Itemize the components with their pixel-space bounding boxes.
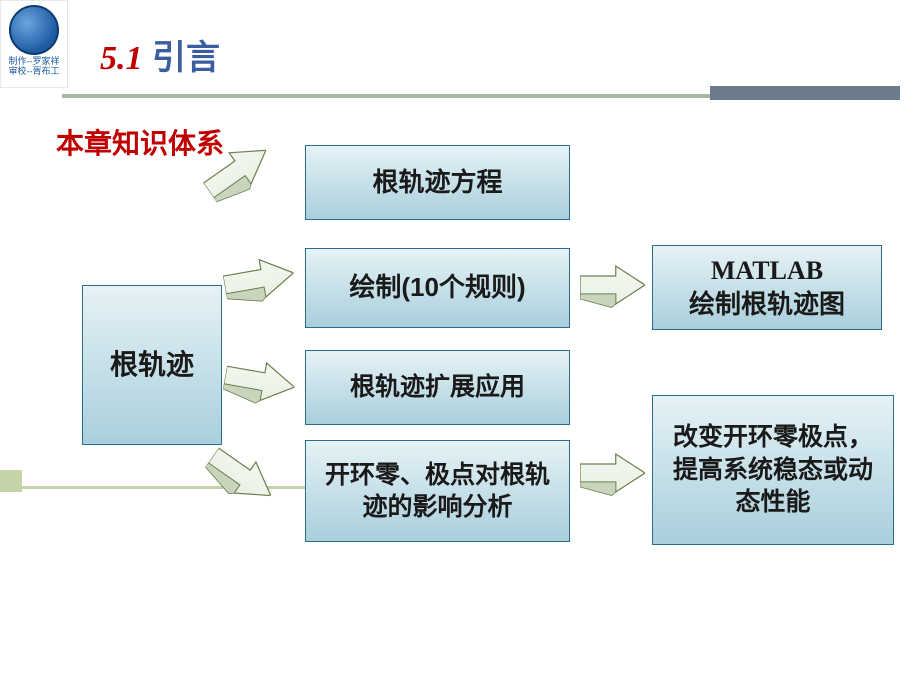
logo-credit-2: 审校--胥布工 bbox=[1, 67, 67, 77]
underline-thin bbox=[62, 94, 710, 98]
slide-title: 5.1 引言 bbox=[100, 30, 220, 79]
arrow-root-n4 bbox=[196, 435, 285, 520]
node-n3: 根轨迹扩展应用 bbox=[305, 350, 570, 425]
footer-square-icon bbox=[0, 470, 22, 492]
node-m1: MATLAB绘制根轨迹图 bbox=[652, 245, 882, 330]
node-n4: 开环零、极点对根轨迹的影响分析 bbox=[305, 440, 570, 542]
node-n2: 绘制(10个规则) bbox=[305, 248, 570, 328]
node-root: 根轨迹 bbox=[82, 285, 222, 445]
underline-thick bbox=[710, 86, 900, 100]
university-seal-icon bbox=[9, 5, 59, 55]
logo-block: 制作--罗家祥 审校--胥布工 bbox=[0, 0, 68, 88]
arrow-n4-m2 bbox=[580, 448, 645, 503]
arrow-n2-m1 bbox=[580, 260, 645, 315]
section-number: 5.1 bbox=[100, 40, 143, 77]
node-n1: 根轨迹方程 bbox=[305, 145, 570, 220]
subtitle: 本章知识体系 bbox=[56, 122, 224, 162]
arrow-root-n3 bbox=[220, 350, 298, 416]
title-underline bbox=[62, 86, 900, 100]
node-m2: 改变开环零极点，提高系统稳态或动态性能 bbox=[652, 395, 894, 545]
arrow-root-n2 bbox=[220, 248, 298, 314]
section-name: 引言 bbox=[143, 39, 220, 77]
